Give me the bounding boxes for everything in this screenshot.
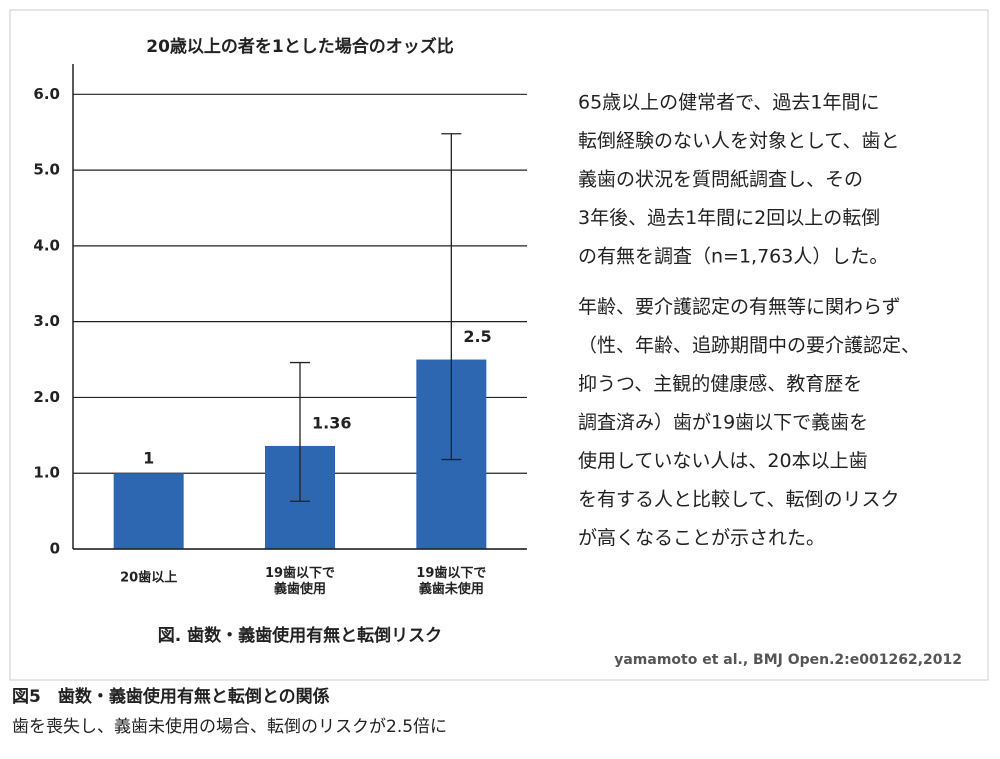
description-line: 転倒経験のない人を対象として、歯と — [578, 130, 899, 152]
description-line: が高くなることが示された。 — [578, 527, 825, 549]
bar — [113, 473, 184, 549]
description-line: 使用していない人は、20本以上歯 — [578, 450, 868, 472]
y-tick-label: 4.0 — [33, 236, 60, 254]
figure-title: 図5 歯数・義歯使用有無と転倒との関係 — [12, 686, 330, 707]
y-tick-label: 1.0 — [33, 464, 60, 482]
x-tick-label: 19歯以下で義歯未使用 — [416, 565, 486, 597]
description-line: （性、年齢、追跡期間中の要介護認定、 — [578, 335, 920, 357]
description-line: 義歯の状況を質問紙調査し、その — [578, 169, 863, 191]
y-tick-label: 5.0 — [33, 161, 60, 179]
description-line: 65歳以上の健常者で、過去1年間に — [578, 92, 880, 114]
description-line: の有無を調査（n=1,763人）した。 — [578, 246, 888, 268]
y-tick-label: 2.0 — [33, 388, 60, 406]
figure-subtitle: 歯を喪失し、義歯未使用の場合、転倒のリスクが2.5倍に — [12, 716, 447, 737]
chart-caption: 図. 歯数・義歯使用有無と転倒リスク — [158, 625, 442, 646]
description-line: 3年後、過去1年間に2回以上の転倒 — [578, 207, 880, 229]
x-tick-label: 20歯以上 — [120, 570, 177, 586]
frame — [9, 9, 989, 681]
value-label: 1 — [143, 449, 154, 468]
y-tick-label: 0 — [50, 540, 60, 558]
chart-title: 20歳以上の者を1とした場合のオッズ比 — [146, 36, 454, 57]
source: yamamoto et al., BMJ Open.2:e001262,2012 — [614, 652, 962, 668]
description-line: 調査済み）歯が19歯以下で義歯を — [578, 412, 868, 434]
description-line: を有する人と比較して、転倒のリスク — [578, 489, 899, 511]
x-tick-label: 19歯以下で義歯使用 — [265, 565, 335, 597]
description-line: 抑うつ、主観的健康感、教育歴を — [578, 373, 862, 395]
y-tick-label: 6.0 — [33, 85, 60, 103]
y-tick-label: 3.0 — [33, 312, 60, 330]
description-line: 年齢、要介護認定の有無等に関わらず — [578, 296, 901, 318]
value-label: 2.5 — [463, 327, 491, 346]
value-label: 1.36 — [312, 413, 351, 432]
